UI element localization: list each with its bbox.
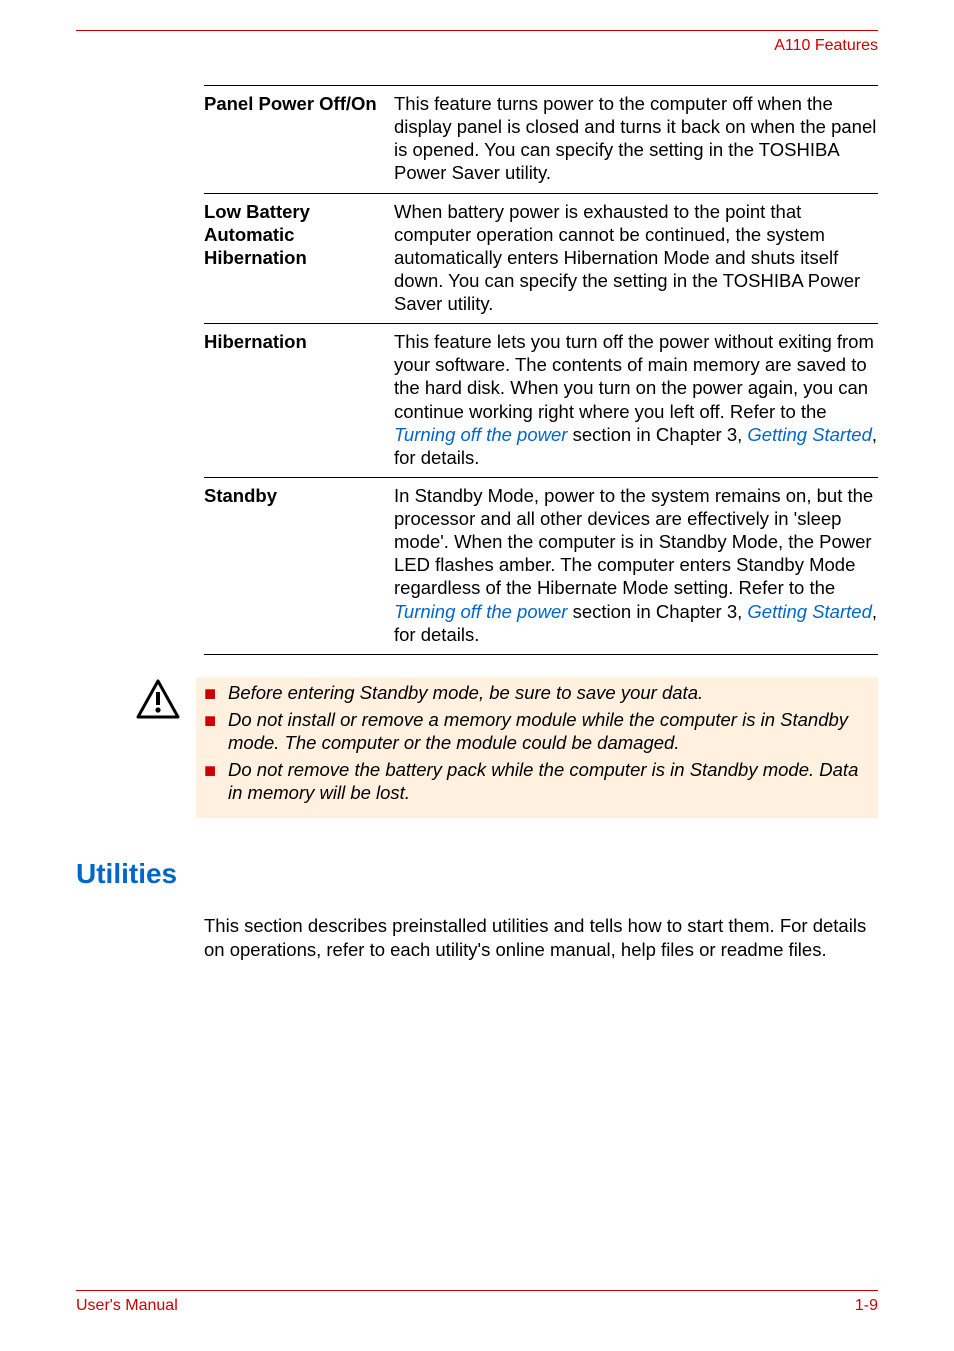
utilities-paragraph: This section describes preinstalled util… bbox=[204, 914, 878, 962]
warning-body: ■Before entering Standby mode, be sure t… bbox=[196, 677, 878, 819]
definition-term: Hibernation bbox=[204, 324, 394, 478]
cross-reference-link[interactable]: Getting Started bbox=[747, 601, 871, 622]
footer-page-number: 1-9 bbox=[855, 1297, 878, 1315]
definition-row: HibernationThis feature lets you turn of… bbox=[204, 324, 878, 478]
definition-term: Panel Power Off/On bbox=[204, 86, 394, 194]
warning-text: Do not install or remove a memory module… bbox=[228, 708, 866, 754]
cross-reference-link[interactable]: Turning off the power bbox=[394, 424, 567, 445]
footer-left: User's Manual bbox=[76, 1297, 178, 1315]
warning-item: ■Do not remove the battery pack while th… bbox=[204, 758, 866, 804]
definition-description: When battery power is exhausted to the p… bbox=[394, 193, 878, 324]
section-heading-utilities: Utilities bbox=[76, 858, 878, 890]
definition-row: StandbyIn Standby Mode, power to the sys… bbox=[204, 477, 878, 654]
warning-text: Do not remove the battery pack while the… bbox=[228, 758, 866, 804]
definition-term: Standby bbox=[204, 477, 394, 654]
definition-row: Low Battery Automatic HibernationWhen ba… bbox=[204, 193, 878, 324]
page-footer: User's Manual 1-9 bbox=[76, 1290, 878, 1315]
warning-block: ■Before entering Standby mode, be sure t… bbox=[136, 677, 878, 819]
definition-description: This feature lets you turn off the power… bbox=[394, 324, 878, 478]
cross-reference-link[interactable]: Turning off the power bbox=[394, 601, 567, 622]
warning-item: ■Before entering Standby mode, be sure t… bbox=[204, 681, 866, 704]
header-section-label: A110 Features bbox=[76, 37, 878, 55]
footer-rule bbox=[76, 1290, 878, 1291]
bullet-icon: ■ bbox=[204, 758, 228, 804]
warning-text: Before entering Standby mode, be sure to… bbox=[228, 681, 866, 704]
header-rule bbox=[76, 30, 878, 31]
warning-item: ■Do not install or remove a memory modul… bbox=[204, 708, 866, 754]
warning-icon bbox=[136, 677, 196, 819]
bullet-icon: ■ bbox=[204, 681, 228, 704]
cross-reference-link[interactable]: Getting Started bbox=[747, 424, 871, 445]
definition-term: Low Battery Automatic Hibernation bbox=[204, 193, 394, 324]
definition-description: In Standby Mode, power to the system rem… bbox=[394, 477, 878, 654]
bullet-icon: ■ bbox=[204, 708, 228, 754]
definitions-table: Panel Power Off/OnThis feature turns pow… bbox=[204, 85, 878, 655]
definition-row: Panel Power Off/OnThis feature turns pow… bbox=[204, 86, 878, 194]
definition-description: This feature turns power to the computer… bbox=[394, 86, 878, 194]
